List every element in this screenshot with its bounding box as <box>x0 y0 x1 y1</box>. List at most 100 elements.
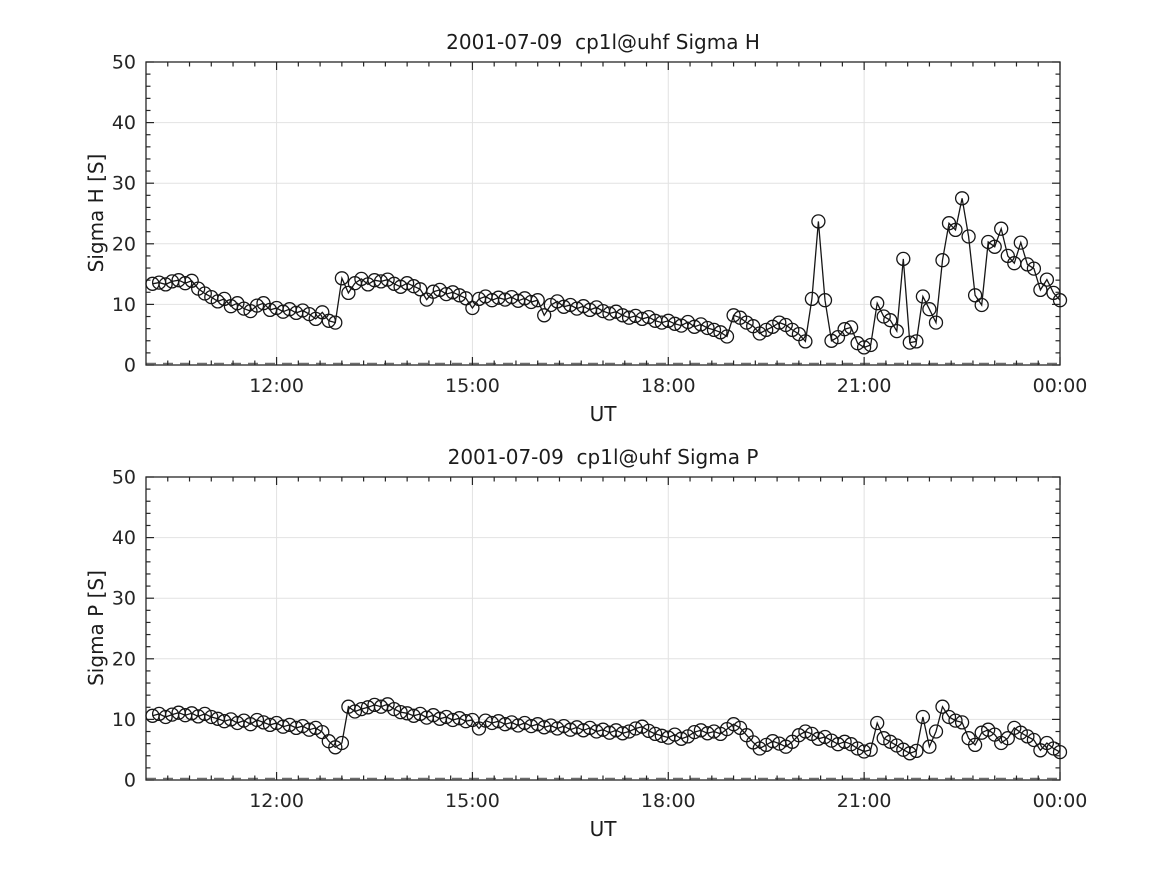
y-tick-label: 20 <box>112 233 136 255</box>
data-point-marker <box>876 731 891 746</box>
data-point-marker <box>889 323 904 339</box>
data-point-marker <box>935 699 950 714</box>
data-point-marker <box>706 322 722 338</box>
data-point-marker <box>843 320 859 335</box>
data-point-marker <box>719 329 735 344</box>
sigma-p-plot: 12:00 15:00 18:00 21:00 00:00 0 10 20 30 40 50 <box>112 467 1088 813</box>
data-point-marker <box>915 709 931 725</box>
data-point-marker <box>1013 235 1028 250</box>
data-point-marker <box>883 313 898 328</box>
data-point-marker <box>987 239 1002 254</box>
data-line <box>152 198 1061 349</box>
y-tick-label: 50 <box>112 467 136 489</box>
data-point-marker <box>739 315 754 330</box>
data-point-marker <box>811 214 826 229</box>
y-tick-label: 10 <box>112 294 136 316</box>
data-point-marker <box>863 337 878 353</box>
data-point-marker <box>648 726 663 742</box>
data-point-marker <box>870 715 885 731</box>
data-point-marker <box>759 322 774 338</box>
y-tick-label: 10 <box>112 709 136 731</box>
data-point-marker <box>700 320 715 336</box>
data-point-marker <box>1039 272 1055 287</box>
x-tick-label: 15:00 <box>445 790 500 812</box>
data-point-marker <box>954 191 970 206</box>
x-tick-label: 18:00 <box>641 375 696 397</box>
data-point-marker <box>870 296 885 311</box>
data-point-marker <box>524 294 539 310</box>
data-point-marker <box>1052 293 1068 308</box>
data-point-marker <box>530 293 545 308</box>
data-point-marker <box>856 744 872 759</box>
data-markers <box>145 697 1068 761</box>
data-point-marker <box>693 317 709 332</box>
data-point-marker <box>334 271 350 286</box>
sigma-h-plot: 12:00 15:00 18:00 21:00 00:00 0 10 20 30 40 50 <box>112 52 1088 398</box>
data-point-marker <box>615 726 630 741</box>
data-point-marker <box>1013 725 1028 740</box>
chart-title-sigma-h: 2001-07-09 cp1l@uhf Sigma H <box>446 30 760 54</box>
data-point-marker <box>236 301 252 316</box>
data-point-marker <box>158 277 173 292</box>
data-point-marker <box>798 724 813 739</box>
data-point-marker <box>902 335 917 350</box>
data-point-marker <box>935 253 950 268</box>
data-point-marker <box>458 714 474 729</box>
data-point-marker <box>537 308 552 323</box>
data-point-marker <box>210 294 225 309</box>
data-point-marker <box>967 288 983 303</box>
data-point-marker <box>772 315 787 330</box>
data-point-marker <box>948 222 963 238</box>
data-point-marker <box>334 735 350 751</box>
data-point-marker <box>817 293 833 308</box>
data-point-marker <box>452 288 467 303</box>
data-point-marker <box>445 285 460 300</box>
data-point-marker <box>249 298 265 313</box>
chart-title-sigma-p: 2001-07-09 cp1l@uhf Sigma P <box>447 445 759 469</box>
y-tick-label: 40 <box>112 527 136 549</box>
tick-labels: 12:00 15:00 18:00 21:00 00:00 0 10 20 30 40 50 <box>112 52 1088 398</box>
data-point-marker <box>204 709 219 725</box>
y-tick-label: 30 <box>112 588 136 610</box>
data-point-marker <box>347 704 363 719</box>
data-point-marker <box>641 723 656 739</box>
x-tick-label: 12:00 <box>249 790 304 812</box>
data-point-marker <box>909 743 924 759</box>
grid-lines <box>146 61 1061 366</box>
data-point-marker <box>896 251 911 267</box>
data-markers <box>145 191 1068 355</box>
data-point-marker <box>178 276 193 291</box>
data-point-marker <box>974 297 989 313</box>
tick-labels: 12:00 15:00 18:00 21:00 00:00 0 10 20 30 40 50 <box>112 467 1088 813</box>
data-point-marker <box>928 724 944 739</box>
data-point-marker <box>674 731 689 746</box>
data-point-marker <box>328 315 343 330</box>
data-point-marker <box>856 340 872 355</box>
y-tick-label: 50 <box>112 52 136 74</box>
data-point-marker <box>967 737 983 753</box>
data-point-marker <box>837 734 852 749</box>
y-tick-label: 30 <box>112 173 136 195</box>
data-point-marker <box>393 704 408 720</box>
x-tick-label: 18:00 <box>641 790 696 812</box>
data-point-marker <box>249 712 265 728</box>
x-tick-label: 21:00 <box>837 790 892 812</box>
data-point-marker <box>386 701 402 717</box>
y-tick-label: 20 <box>112 648 136 670</box>
y-tick-label: 0 <box>124 770 136 792</box>
y-tick-label: 0 <box>124 355 136 377</box>
x-tick-label: 21:00 <box>837 375 892 397</box>
data-point-marker <box>961 229 976 244</box>
plot-box <box>145 61 1061 366</box>
data-point-marker <box>158 709 173 725</box>
data-point-marker <box>621 724 637 739</box>
data-point-marker <box>863 742 878 757</box>
data-point-marker <box>915 289 931 304</box>
data-point-marker <box>321 313 336 328</box>
x-axis-label-ut-top: UT <box>589 402 617 426</box>
y-tick-label: 40 <box>112 112 136 134</box>
x-tick-label: 00:00 <box>1033 790 1088 812</box>
y-axis-label-sigma-h: Sigma H [S] <box>84 153 108 273</box>
data-point-marker <box>399 276 415 291</box>
